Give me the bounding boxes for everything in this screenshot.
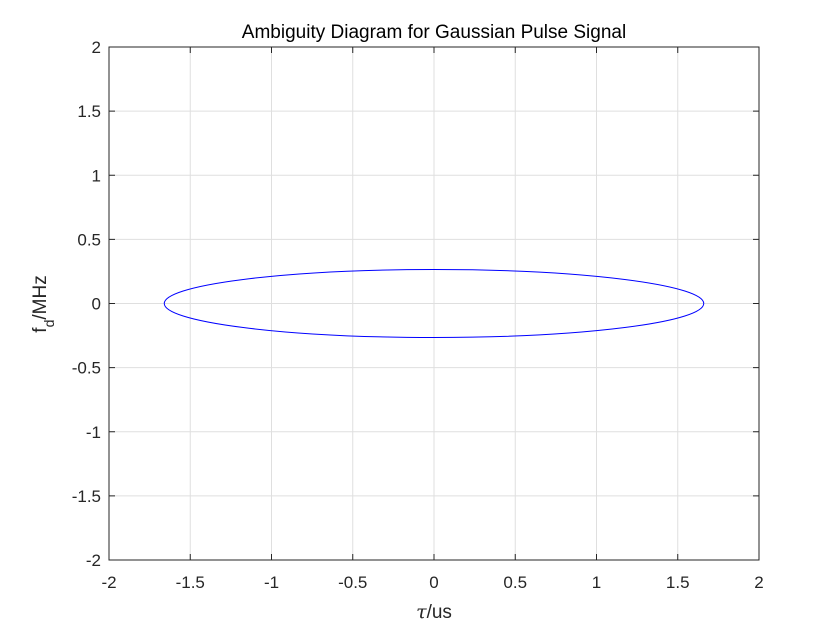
y-axis-label-unit: /MHz bbox=[30, 275, 51, 319]
x-tick-labels: -2 -1.5 -1 -0.5 0 0.5 1 1.5 2 bbox=[101, 573, 763, 592]
y-tick-label: -1 bbox=[86, 423, 101, 442]
y-tick-label: 1.5 bbox=[77, 102, 101, 121]
x-tick-label: -1.5 bbox=[176, 573, 205, 592]
y-tick-label: 0 bbox=[92, 295, 101, 314]
x-tick-label: 0 bbox=[429, 573, 438, 592]
data-series bbox=[163, 269, 705, 338]
chart-title: Ambiguity Diagram for Gaussian Pulse Sig… bbox=[242, 22, 626, 43]
y-axis-label: fd/MHz bbox=[30, 275, 57, 332]
x-axis-label-symbol: τ bbox=[416, 601, 427, 623]
y-tick-label: 0.5 bbox=[77, 230, 101, 249]
grid-lines bbox=[108, 46, 760, 561]
y-tick-label: -1.5 bbox=[72, 487, 101, 506]
x-tick-label: -2 bbox=[101, 573, 116, 592]
ambiguity-ellipse-curve bbox=[163, 269, 705, 338]
x-tick-label: -0.5 bbox=[338, 573, 367, 592]
y-tick-label: 2 bbox=[92, 38, 101, 57]
y-tick-label: -2 bbox=[86, 551, 101, 570]
x-tick-label: 1.5 bbox=[666, 573, 690, 592]
x-tick-label: 2 bbox=[754, 573, 763, 592]
x-tick-label: 1 bbox=[592, 573, 601, 592]
y-tick-labels: -2 -1.5 -1 -0.5 0 0.5 1 1.5 2 bbox=[72, 38, 101, 570]
y-tick-label: -0.5 bbox=[72, 359, 101, 378]
x-axis-label-unit: /us bbox=[427, 602, 452, 623]
y-axis-label-subscript: d bbox=[41, 320, 57, 328]
x-tick-label: -1 bbox=[264, 573, 279, 592]
y-tick-label: 1 bbox=[92, 166, 101, 185]
x-tick-label: 0.5 bbox=[503, 573, 527, 592]
x-axis-label: τ/us bbox=[416, 601, 452, 623]
tick-marks bbox=[108, 46, 760, 561]
y-axis-label-base: f bbox=[30, 327, 51, 333]
